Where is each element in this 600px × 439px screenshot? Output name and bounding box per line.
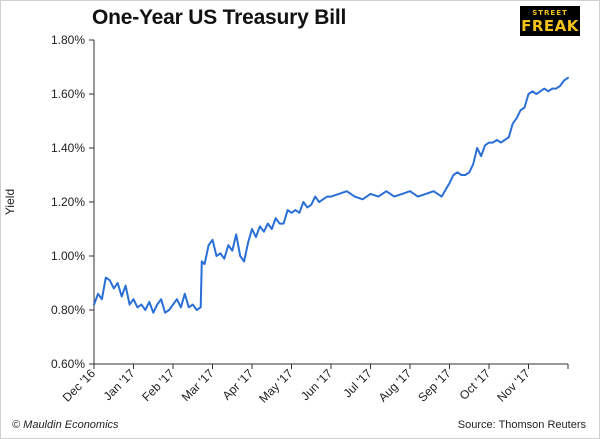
y-tick-label: 1.40% [51, 141, 85, 155]
x-tick-label: Jun '17 [298, 366, 335, 403]
logo-line-2: FREAK [521, 17, 579, 35]
x-tick-label: Oct '17 [457, 366, 494, 403]
logo-line-1: STREET [532, 9, 568, 17]
y-tick-label: 1.00% [51, 249, 85, 263]
y-tick-label: 0.80% [51, 303, 85, 317]
chart-title: One-Year US Treasury Bill [92, 6, 347, 29]
x-tick-label: Aug '17 [376, 366, 415, 405]
x-tick-label: Jul '17 [340, 366, 374, 400]
y-axis-label: Yield [3, 189, 17, 215]
y-tick-label: 1.80% [51, 33, 85, 47]
y-tick-label: 0.60% [51, 357, 85, 371]
x-tick-label: Mar '17 [179, 366, 217, 404]
copyright-note: © Mauldin Economics [12, 419, 119, 431]
x-tick-label: Apr '17 [220, 366, 257, 403]
x-tick-label: Feb '17 [139, 366, 177, 404]
y-tick-label: 1.20% [51, 195, 85, 209]
series-line [93, 76, 569, 314]
street-freak-logo: STREET FREAK [520, 6, 580, 36]
x-tick-label: May '17 [256, 366, 296, 406]
y-axis: 0.60% 0.80% 1.00% 1.20% 1.40% 1.60% 1.80% [51, 33, 95, 371]
x-tick-label: Jan '17 [101, 366, 138, 403]
x-tick-label: Dec '16 [60, 366, 99, 405]
series-group [93, 76, 569, 314]
source-note: Source: Thomson Reuters [457, 419, 586, 431]
x-tick-label: Nov '17 [494, 366, 533, 405]
x-tick-label: Sep '17 [415, 366, 454, 405]
y-tick-label: 1.60% [51, 87, 85, 101]
x-axis: Dec '16 Jan '17 Feb '17 Mar '17 Apr '17 May '… [60, 363, 569, 406]
